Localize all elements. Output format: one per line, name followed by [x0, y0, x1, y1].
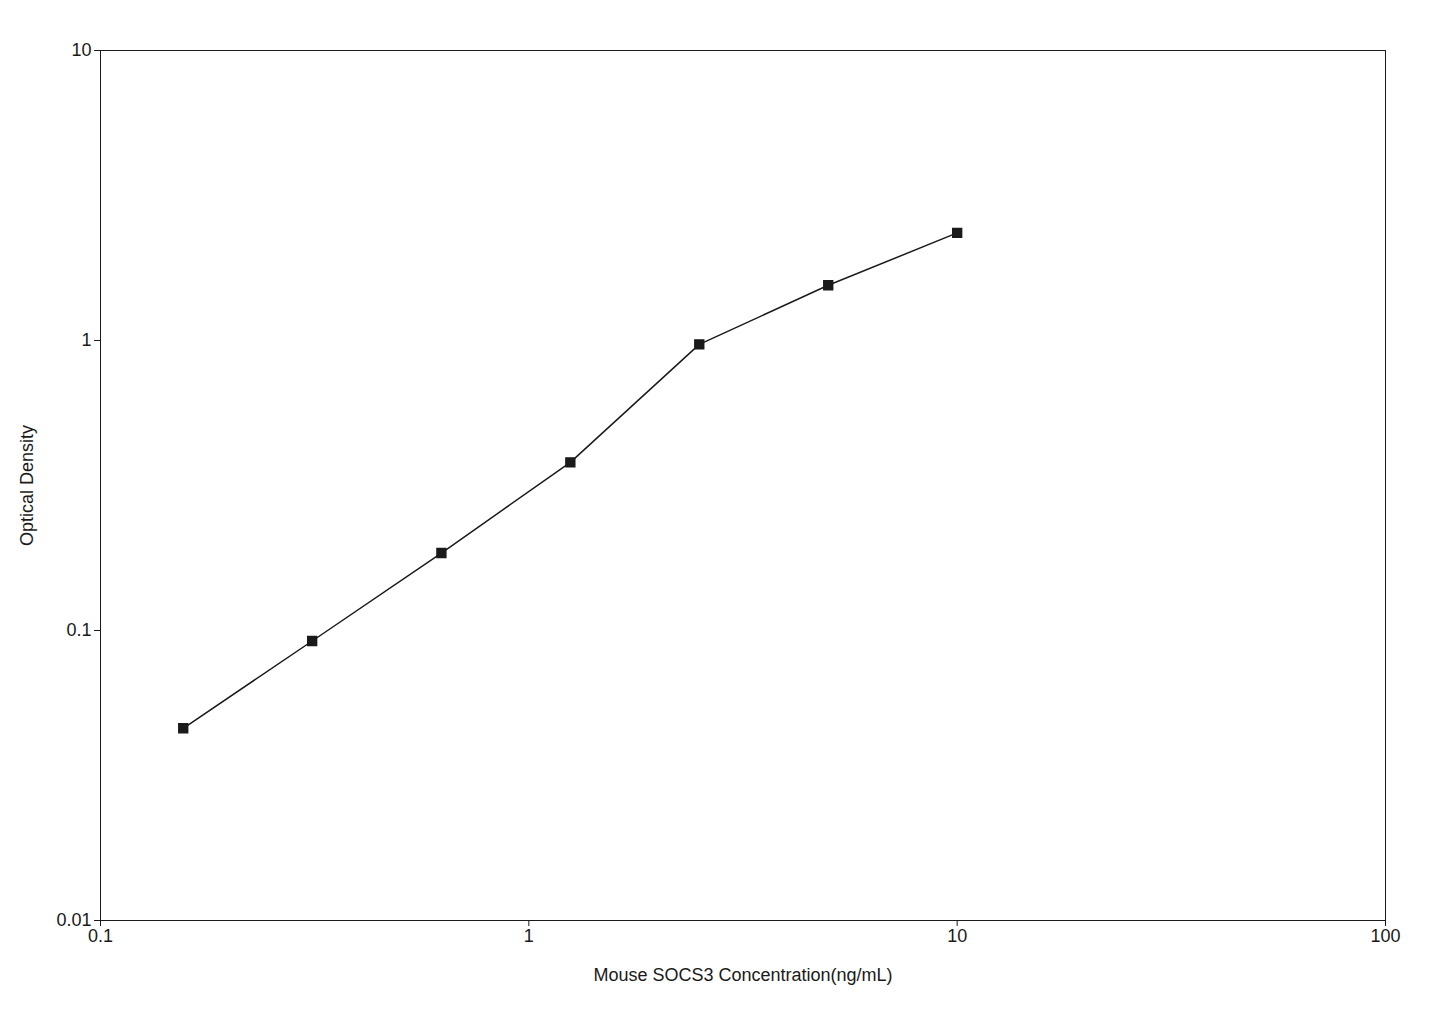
- svg-text:10: 10: [71, 40, 91, 60]
- svg-text:0.1: 0.1: [88, 926, 113, 946]
- svg-text:100: 100: [1370, 926, 1400, 946]
- svg-text:0.01: 0.01: [56, 910, 91, 930]
- svg-text:0.1: 0.1: [66, 620, 91, 640]
- svg-text:10: 10: [947, 926, 967, 946]
- svg-text:Mouse SOCS3 Concentration(ng/m: Mouse SOCS3 Concentration(ng/mL): [593, 965, 892, 985]
- svg-text:Optical Density: Optical Density: [17, 425, 37, 546]
- svg-text:1: 1: [81, 330, 91, 350]
- svg-text:1: 1: [524, 926, 534, 946]
